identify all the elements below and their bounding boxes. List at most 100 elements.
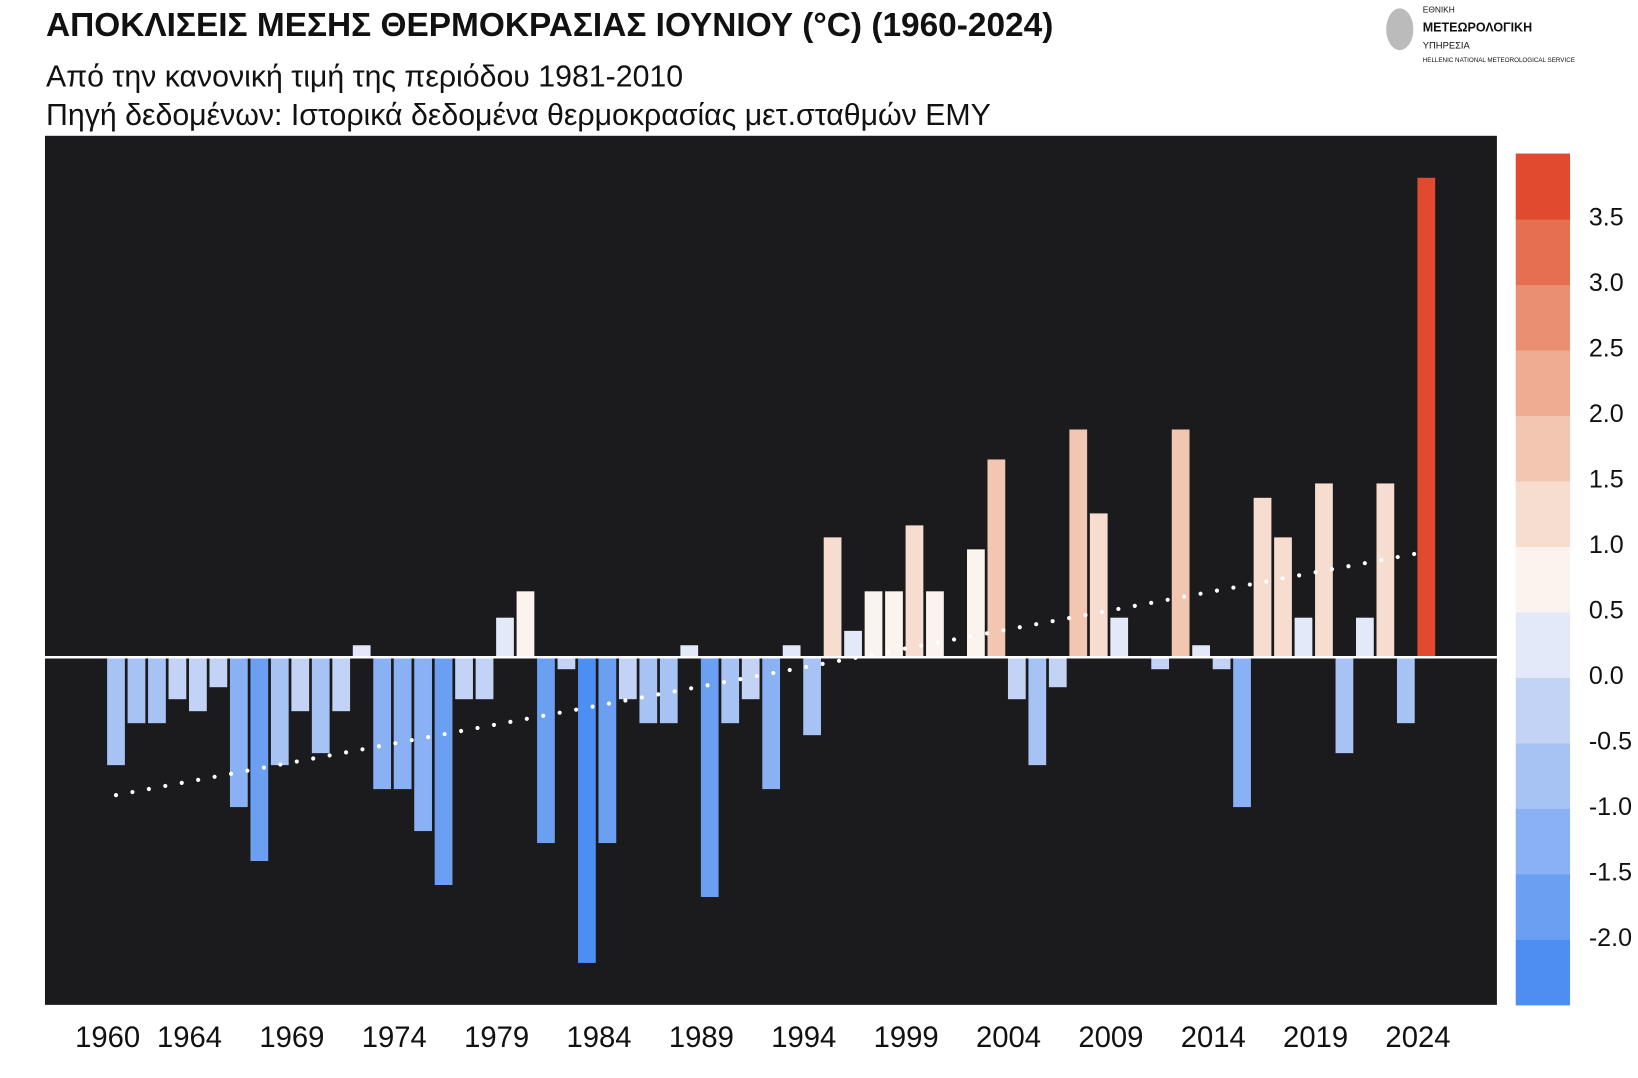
colorbar-bin [1515,677,1571,744]
bar [475,657,494,700]
bar [537,657,555,844]
bar [270,657,289,766]
bar [987,459,1006,658]
colorbar-bin [1515,611,1571,678]
colorbar-bin [1515,284,1571,351]
x-tick-label: 1964 [157,1022,222,1054]
bar [1089,513,1108,658]
bar [127,657,146,724]
colorbar-tick-label: 2.0 [1589,400,1624,428]
bar [1192,645,1210,658]
bar [1110,617,1129,658]
bar [1396,657,1415,724]
bar [905,525,924,658]
bar [1048,657,1067,688]
colorbar-bin [1515,350,1571,417]
chart-subtitle: Από την κανονική τιμή της περιόδου 1981-… [46,60,683,93]
bar [639,657,658,724]
colorbar-bin [1515,546,1571,613]
bar [352,645,371,658]
bar [823,537,842,658]
x-tick-label: 2024 [1385,1022,1450,1054]
logo: ΕΘΝΙΚΗ ΜΕΤΕΩΡΟΛΟΓΙΚΗ ΥΠΗΡΕΣΙΑ HELLENIC N… [1386,5,1575,64]
bar [578,657,596,963]
bar [496,617,514,658]
bar [1151,657,1170,670]
bar [803,657,821,736]
bar [1294,617,1313,658]
bar [332,657,351,712]
colorbar-tick-label: -0.5 [1589,728,1632,756]
bar [1253,497,1272,658]
bar [864,591,883,658]
bar [107,657,125,766]
bar [373,657,392,790]
bar [250,657,269,862]
bar [311,657,330,754]
bar [1069,429,1088,658]
bar [782,645,801,658]
bar [1356,617,1374,658]
bar [1417,177,1436,658]
bar [1315,483,1333,658]
bar [1028,657,1047,766]
bar [741,657,760,700]
bar [1233,657,1251,808]
colorbar-bin [1515,153,1571,220]
bar [168,657,187,700]
colorbar-bin [1515,219,1571,286]
bar [1007,657,1026,700]
bar [1335,657,1354,754]
x-tick-label: 1974 [362,1022,427,1054]
bar [885,591,903,658]
colorbar-bin [1515,873,1571,940]
bar [762,657,781,790]
colorbar-tick-label: 3.0 [1589,269,1624,297]
bar [414,657,432,832]
colorbar-tick-label: 2.5 [1589,335,1624,363]
bar [926,591,944,658]
colorbar-tick-label: 1.5 [1589,466,1624,494]
bar [148,657,166,724]
bar [229,657,248,808]
colorbar-tick-label: -1.0 [1589,793,1632,821]
colorbar-bin [1515,415,1571,482]
x-tick-label: 1989 [669,1022,734,1054]
logo-text: ΥΠΗΡΕΣΙΑ [1423,39,1471,50]
colorbar-bin [1515,480,1571,547]
x-tick-label: 1979 [464,1022,529,1054]
colorbar-bin [1515,939,1571,1006]
colorbar-tick-label: 0.5 [1589,597,1624,625]
x-tick-label: 1994 [771,1022,836,1054]
x-tick-label: 1999 [874,1022,939,1054]
colorbar-tick-label: 0.0 [1589,662,1624,690]
bar [516,591,535,658]
bar [967,549,985,658]
logo-text: HELLENIC NATIONAL METEOROLOGICAL SERVICE [1423,57,1575,64]
chart-title: ΑΠΟΚΛΙΣΕΙΣ ΜΕΣΗΣ ΘΕΡΜΟΚΡΑΣΙΑΣ ΙΟΥΝΙΟΥ (°… [46,7,1053,44]
bar [1212,657,1231,670]
bar [1171,429,1190,658]
colorbar-tick-label: -1.5 [1589,859,1632,887]
bar [618,657,637,700]
x-tick-label: 2014 [1181,1022,1246,1054]
colorbar-tick-label: 1.0 [1589,531,1624,559]
x-tick-label: 2004 [976,1022,1041,1054]
logo-text: ΜΕΤΕΩΡΟΛΟΓΙΚΗ [1423,21,1532,35]
bar [189,657,207,712]
bar [393,657,412,790]
colorbar-tick-label: 3.5 [1589,204,1624,232]
x-tick-label: 2009 [1078,1022,1143,1054]
bar [557,657,576,670]
bar [844,630,862,658]
bar [700,657,719,897]
x-tick-label: 1984 [566,1022,631,1054]
chart-subtitle: Πηγή δεδομένων: Ιστορικά δεδομένα θερμοκ… [46,99,991,132]
bar [721,657,740,724]
bar [598,657,617,844]
bar [1376,483,1395,658]
x-tick-label: 1969 [259,1022,324,1054]
x-tick-label: 2019 [1283,1022,1348,1054]
